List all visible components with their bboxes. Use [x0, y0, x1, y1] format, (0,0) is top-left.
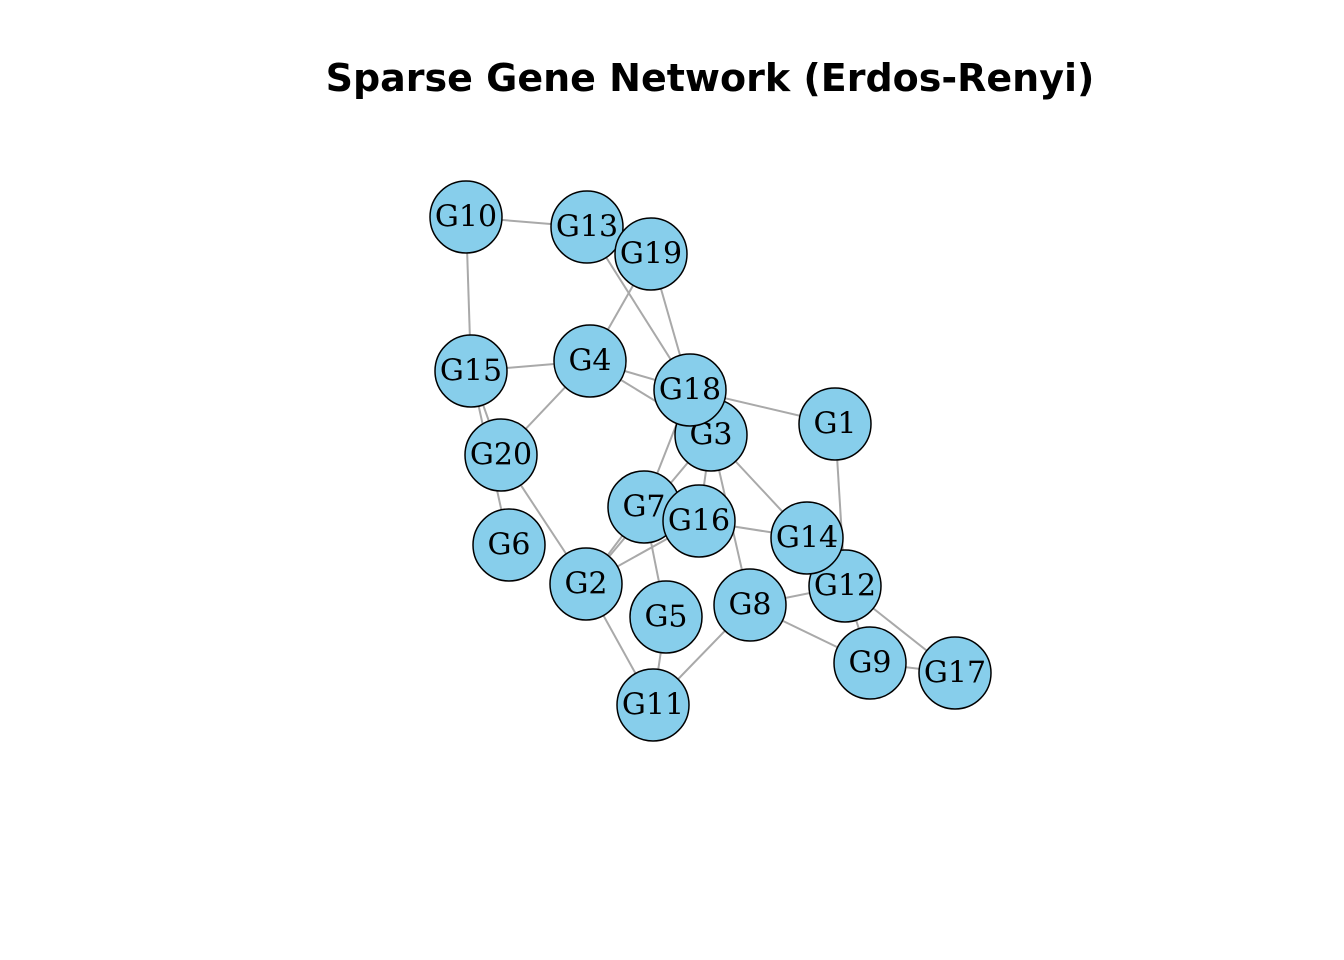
node-label: G20: [470, 438, 532, 473]
node-g6: G6: [472, 508, 546, 582]
node-circle: [553, 324, 627, 398]
node-circle: [434, 334, 508, 408]
node-label: G4: [568, 344, 611, 379]
node-label: G10: [435, 200, 497, 235]
node-g9: G9: [833, 626, 907, 700]
nodes-layer: G1 G2 G3 G4 G5 G6 G7 G8 G9 G10 G11 G12 G13 G14 G15 G16 G…: [429, 180, 992, 742]
node-g15: G15: [434, 334, 508, 408]
node-circle: [713, 568, 787, 642]
node-circle: [918, 636, 992, 710]
chart-title: Sparse Gene Network (Erdos-Renyi): [325, 56, 1095, 100]
node-g14: G14: [770, 501, 844, 575]
node-circle: [429, 180, 503, 254]
node-label: G16: [668, 504, 730, 539]
node-circle: [472, 508, 546, 582]
node-label: G19: [620, 237, 682, 272]
node-g8: G8: [713, 568, 787, 642]
node-label: G11: [622, 688, 684, 723]
node-circle: [550, 190, 624, 264]
node-circle: [653, 353, 727, 427]
node-g17: G17: [918, 636, 992, 710]
node-g2: G2: [549, 547, 623, 621]
node-circle: [662, 484, 736, 558]
node-label: G7: [622, 490, 665, 525]
node-label: G12: [814, 569, 876, 604]
node-g10: G10: [429, 180, 503, 254]
node-g7: G7: [607, 470, 681, 544]
node-label: G17: [924, 656, 986, 691]
node-label: G1: [813, 407, 856, 442]
node-g13: G13: [550, 190, 624, 264]
node-g3: G3: [674, 398, 748, 472]
node-circle: [616, 668, 690, 742]
node-circle: [798, 387, 872, 461]
node-label: G2: [564, 567, 607, 602]
node-g19: G19: [614, 217, 688, 291]
node-label: G14: [776, 521, 838, 556]
node-circle: [464, 418, 538, 492]
node-label: G9: [848, 646, 891, 681]
node-g4: G4: [553, 324, 627, 398]
node-label: G18: [659, 373, 721, 408]
node-label: G13: [556, 210, 618, 245]
node-g11: G11: [616, 668, 690, 742]
node-circle: [549, 547, 623, 621]
node-circle: [833, 626, 907, 700]
node-circle: [770, 501, 844, 575]
node-circle: [614, 217, 688, 291]
node-label: G5: [644, 600, 687, 635]
node-label: G15: [440, 354, 502, 389]
node-label: G6: [487, 528, 530, 563]
node-g16: G16: [662, 484, 736, 558]
node-g1: G1: [798, 387, 872, 461]
node-g18: G18: [653, 353, 727, 427]
node-g5: G5: [629, 580, 703, 654]
node-circle: [629, 580, 703, 654]
node-g20: G20: [464, 418, 538, 492]
node-label: G8: [728, 588, 771, 623]
